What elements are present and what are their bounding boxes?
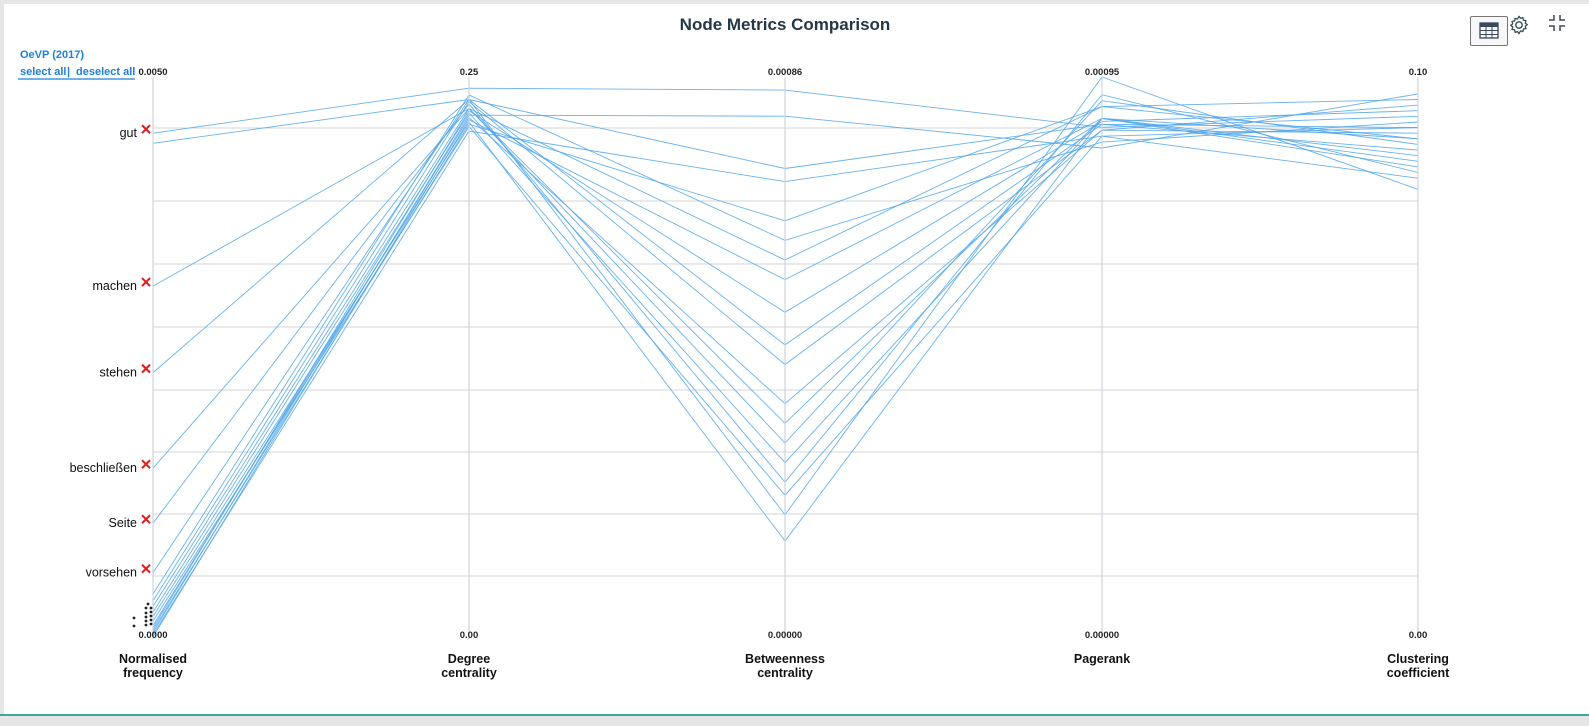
remove-node-icon[interactable] xyxy=(141,514,151,524)
node-marker[interactable] xyxy=(146,602,150,606)
axis-title: coefficient xyxy=(1387,666,1450,680)
axis-title: centrality xyxy=(441,666,497,680)
axis-title: Clustering xyxy=(1387,652,1449,666)
axis-max-label: 0.25 xyxy=(460,67,479,78)
axis-min-label: 0.00 xyxy=(460,630,479,641)
node-marker[interactable] xyxy=(132,624,136,628)
collapse-button[interactable] xyxy=(1548,14,1566,32)
node-label: gut xyxy=(120,126,138,140)
axis-max-label: 0.0050 xyxy=(138,67,167,78)
node-label: beschließen xyxy=(70,461,137,475)
axis-min-label: 0.00000 xyxy=(768,630,802,641)
remove-node-icon[interactable] xyxy=(141,124,151,134)
bottom-strip xyxy=(0,714,1589,726)
axis-title: centrality xyxy=(757,666,813,680)
node-marker[interactable] xyxy=(144,615,148,619)
axis-max-label: 0.00086 xyxy=(768,67,802,78)
node-label: stehen xyxy=(99,366,137,380)
node-label: Seite xyxy=(109,516,138,530)
node-marker[interactable] xyxy=(149,614,153,618)
settings-button[interactable] xyxy=(1508,14,1530,36)
table-view-button[interactable] xyxy=(1470,16,1508,46)
gear-icon xyxy=(1510,15,1528,35)
axis-min-label: 0.00000 xyxy=(1085,630,1119,641)
axis-title: Degree xyxy=(448,652,490,666)
chart-panel: Node Metrics Comparison OeVP (2017) sele… xyxy=(4,4,1589,714)
axis-title: Normalised xyxy=(119,652,187,666)
node-marker[interactable] xyxy=(132,616,136,620)
axis-title: Betweenness xyxy=(745,652,825,666)
remove-node-icon[interactable] xyxy=(141,363,151,374)
node-marker[interactable] xyxy=(144,619,148,623)
axis-title: Pagerank xyxy=(1074,652,1130,666)
axis-min-label: 0.00 xyxy=(1409,630,1428,641)
table-icon xyxy=(1479,22,1499,39)
series-label[interactable]: OeVP (2017) xyxy=(20,49,84,61)
collapse-icon xyxy=(1549,15,1565,31)
node-label: vorsehen xyxy=(86,566,137,580)
node-marker[interactable] xyxy=(149,622,153,626)
node-marker[interactable] xyxy=(149,610,153,614)
remove-node-icon[interactable] xyxy=(141,459,151,469)
axis-title: frequency xyxy=(123,666,183,680)
node-marker[interactable] xyxy=(149,618,153,622)
remove-node-icon[interactable] xyxy=(141,277,151,287)
remove-node-icon[interactable] xyxy=(141,563,151,574)
parallel-coordinates-chart: Node Metrics Comparison OeVP (2017) sele… xyxy=(18,15,1450,680)
chart-title: Node Metrics Comparison xyxy=(680,15,891,34)
accent-bar xyxy=(0,714,1589,716)
node-marker[interactable] xyxy=(144,611,148,615)
node-marker[interactable] xyxy=(144,606,148,610)
node-marker[interactable] xyxy=(144,623,148,627)
select-separator: | xyxy=(67,66,70,78)
deselect-all-link[interactable]: deselect all xyxy=(76,66,135,78)
axis-min-label: 0.0000 xyxy=(138,630,167,641)
node-label: machen xyxy=(93,279,138,293)
axis-max-label: 0.10 xyxy=(1409,67,1428,78)
select-all-link[interactable]: select all xyxy=(20,66,66,78)
node-marker[interactable] xyxy=(149,606,153,610)
axis-max-label: 0.00095 xyxy=(1085,67,1120,78)
